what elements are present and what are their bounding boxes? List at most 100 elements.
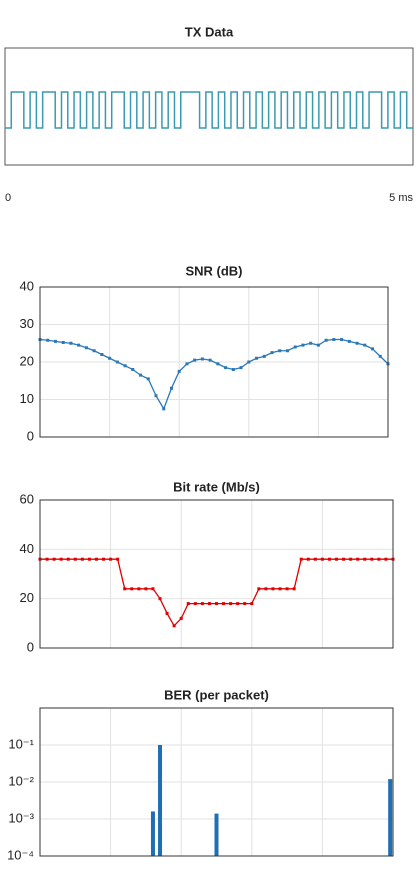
data-point	[342, 557, 346, 561]
data-point	[109, 557, 113, 561]
data-point	[309, 341, 313, 345]
data-line	[39, 338, 389, 411]
data-point	[172, 624, 176, 628]
chart-title: BER (per packet)	[164, 687, 269, 702]
y-tick-label: 20	[20, 353, 34, 368]
data-point	[327, 557, 331, 561]
data-point	[177, 369, 181, 373]
data-point	[139, 373, 143, 377]
data-point	[137, 587, 141, 591]
data-point	[324, 338, 328, 342]
data-point	[231, 368, 235, 371]
x-tick-label: 0	[5, 192, 11, 204]
data-point	[355, 341, 359, 345]
data-point	[349, 557, 353, 561]
data-point	[378, 354, 382, 358]
data-point	[363, 343, 367, 347]
data-point	[301, 343, 305, 347]
plot-frame	[39, 286, 389, 438]
data-point	[123, 587, 127, 591]
data-point	[100, 353, 104, 356]
data-point	[131, 368, 135, 371]
data-point	[313, 557, 317, 561]
data-point	[59, 557, 63, 561]
bar	[214, 813, 219, 856]
data-point	[285, 587, 289, 591]
plot-frame	[39, 499, 394, 649]
y-tick-label: 20	[20, 590, 34, 605]
data-point	[61, 341, 65, 344]
data-point	[332, 338, 336, 341]
data-point	[179, 616, 183, 620]
data-point	[193, 358, 197, 362]
data-point	[53, 339, 57, 343]
data-point	[200, 357, 204, 361]
data-point	[306, 557, 310, 561]
data-point	[299, 557, 303, 561]
data-point	[87, 557, 91, 561]
data-point	[66, 557, 70, 561]
y-tick-label: 10⁻⁴	[7, 847, 34, 862]
data-point	[255, 356, 259, 360]
data-point	[264, 587, 268, 591]
data-point	[285, 349, 289, 353]
y-tick-label: 10⁻²	[8, 773, 34, 788]
data-point	[229, 602, 233, 606]
data-point	[80, 557, 84, 561]
data-point	[347, 339, 351, 343]
data-point	[52, 557, 56, 561]
bar	[150, 811, 155, 856]
data-point	[69, 341, 73, 345]
data-point	[215, 602, 218, 606]
data-point	[247, 360, 251, 364]
data-point	[77, 343, 81, 347]
data-point	[193, 602, 197, 606]
data-point	[216, 362, 220, 366]
data-point	[236, 602, 240, 606]
data-point	[262, 354, 266, 358]
data-point	[186, 602, 190, 606]
data-point	[165, 611, 169, 615]
data-point	[363, 557, 367, 561]
y-tick-label: 40	[20, 541, 34, 556]
data-point	[130, 587, 134, 591]
data-point	[208, 358, 212, 362]
data-point	[94, 557, 98, 561]
plot-frame	[4, 47, 414, 166]
data-point	[278, 587, 282, 591]
data-point	[207, 602, 211, 606]
y-tick-label: 0	[27, 639, 34, 654]
y-tick-label: 40	[20, 278, 34, 293]
data-point	[257, 587, 261, 591]
data-point	[146, 377, 150, 381]
data-point	[335, 557, 339, 561]
data-point	[162, 407, 166, 411]
bar	[388, 779, 393, 856]
x-tick-label: 5 ms	[389, 192, 413, 204]
data-point	[185, 362, 189, 366]
data-point	[243, 602, 247, 606]
data-point	[271, 587, 275, 591]
data-point	[384, 557, 388, 561]
data-point	[270, 351, 274, 355]
chart-title: TX Data	[185, 24, 234, 39]
data-point	[45, 557, 49, 561]
data-point	[151, 587, 155, 591]
data-point	[158, 597, 162, 601]
data-point	[123, 364, 127, 368]
chart-title: SNR (dB)	[185, 263, 242, 278]
data-point	[356, 557, 360, 561]
data-point	[377, 557, 381, 561]
data-point	[115, 360, 119, 364]
data-point	[73, 557, 77, 561]
data-point	[340, 338, 344, 341]
data-point	[224, 366, 228, 370]
data-point	[250, 602, 254, 606]
data-point	[239, 366, 243, 370]
data-point	[92, 349, 96, 353]
data-point	[84, 346, 88, 350]
data-point	[278, 349, 282, 353]
data-point	[293, 345, 297, 349]
y-tick-label: 10⁻³	[8, 810, 34, 825]
chart-title: Bit rate (Mb/s)	[173, 479, 260, 494]
